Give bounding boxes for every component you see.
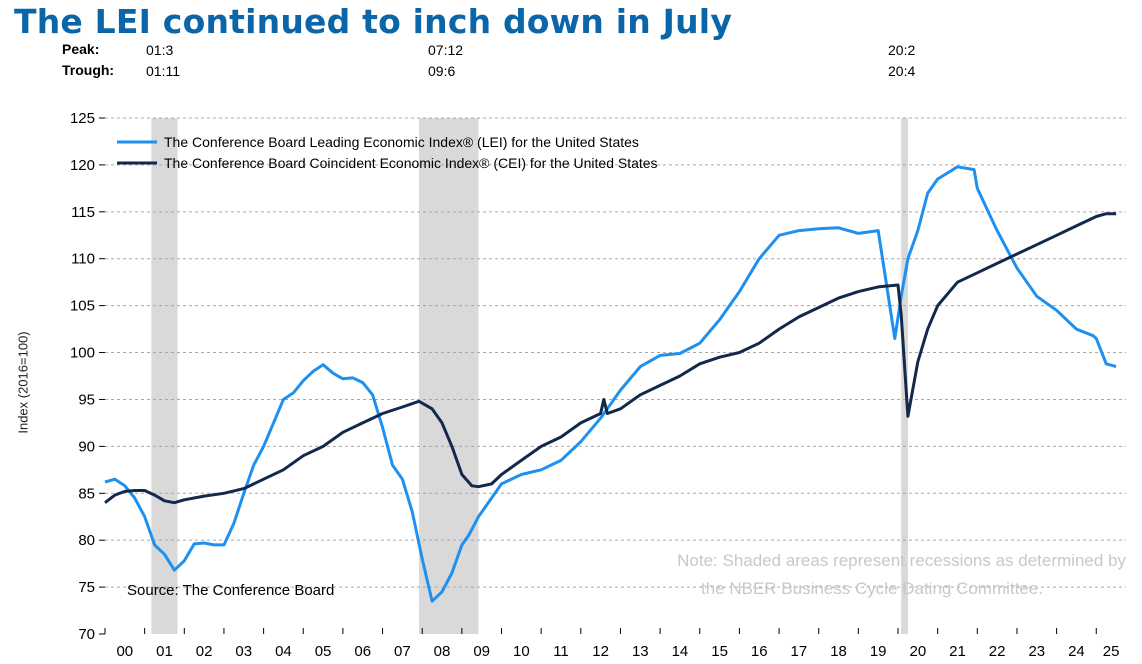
x-tick-label: 02 xyxy=(196,643,213,660)
y-tick-label: 120 xyxy=(70,157,95,174)
chart-title: The LEI continued to inch down in July xyxy=(14,2,733,41)
x-tick-label: 20 xyxy=(909,643,926,660)
axes: 70 75 80 85 90 95 100 105 110 115 120 125 00 01 02 03 04… xyxy=(70,110,1120,660)
x-tick-label: 01 xyxy=(156,643,173,660)
peak-date: 01:3 xyxy=(146,42,174,58)
y-tick-label: 100 xyxy=(70,345,95,362)
x-tick-label: 04 xyxy=(275,643,292,660)
x-tick-label: 09 xyxy=(473,643,490,660)
legend: The Conference Board Leading Economic In… xyxy=(117,134,658,171)
legend-label-cei: The Conference Board Coincident Economic… xyxy=(164,155,658,171)
recession-note-line2: the NBER Business Cycle Dating Committee… xyxy=(701,579,1043,598)
y-tick-label: 80 xyxy=(78,532,95,549)
x-tick-label: 00 xyxy=(116,643,133,660)
x-tick-label: 25 xyxy=(1103,643,1120,660)
x-tick-label: 21 xyxy=(949,643,966,660)
x-tick-label: 06 xyxy=(354,643,371,660)
series-lines xyxy=(104,165,1117,603)
x-tick-label: 18 xyxy=(830,643,847,660)
peak-label: Peak: xyxy=(62,41,100,57)
y-tick-label: 75 xyxy=(78,579,95,596)
x-tick-label: 16 xyxy=(751,643,768,660)
peak-date: 20:2 xyxy=(888,42,916,58)
trough-date: 01:11 xyxy=(146,63,180,79)
x-tick-label: 05 xyxy=(315,643,332,660)
x-tick-label: 17 xyxy=(791,643,808,660)
trough-date: 20:4 xyxy=(888,63,916,79)
trough-date: 09:6 xyxy=(428,63,456,79)
recession-bands xyxy=(151,118,908,634)
x-tick-label: 11 xyxy=(553,643,569,660)
peak-date: 07:12 xyxy=(428,42,464,58)
source-note: Source: The Conference Board xyxy=(127,582,334,599)
recession-note-line1: Note: Shaded areas represent recessions … xyxy=(677,551,1126,570)
x-tick-label: 24 xyxy=(1068,643,1085,660)
y-tick-label: 70 xyxy=(78,626,95,643)
x-tick-label: 10 xyxy=(513,643,530,660)
x-tick-label: 15 xyxy=(711,643,728,660)
y-tick-label: 95 xyxy=(78,391,95,408)
x-tick-label: 07 xyxy=(394,643,411,660)
x-tick-label: 14 xyxy=(672,643,689,660)
y-tick-label: 115 xyxy=(71,204,95,221)
x-tick-label: 19 xyxy=(870,643,887,660)
y-tick-label: 110 xyxy=(71,251,95,268)
lei-line xyxy=(104,165,1117,603)
trough-label: Trough: xyxy=(62,62,115,78)
x-tick-label: 23 xyxy=(1028,643,1045,660)
gridlines xyxy=(105,117,1126,588)
legend-label-lei: The Conference Board Leading Economic In… xyxy=(164,134,639,150)
x-tick-label: 22 xyxy=(989,643,1006,660)
x-tick-label: 12 xyxy=(592,643,609,660)
y-tick-label: 105 xyxy=(70,298,95,315)
y-tick-label: 85 xyxy=(78,485,95,502)
cei-line xyxy=(104,212,1117,505)
x-tick-label: 03 xyxy=(235,643,252,660)
y-tick-label: 125 xyxy=(70,110,95,127)
y-tick-label: 90 xyxy=(78,438,95,455)
recession-band xyxy=(419,118,479,634)
x-tick-label: 08 xyxy=(434,643,451,660)
x-tick-label: 13 xyxy=(632,643,649,660)
